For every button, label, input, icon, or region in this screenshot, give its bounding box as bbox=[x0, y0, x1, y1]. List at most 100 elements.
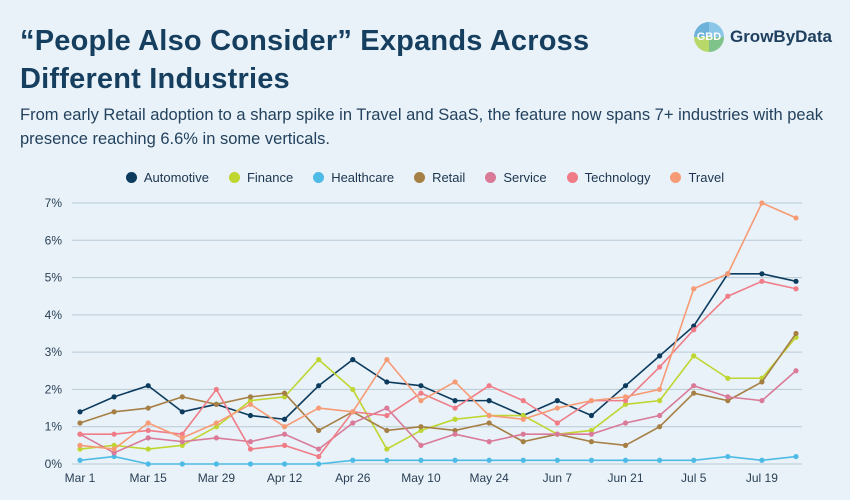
data-point-travel bbox=[281, 424, 288, 430]
data-point-automotive bbox=[759, 271, 765, 277]
data-point-healthcare bbox=[77, 457, 83, 463]
data-point-travel bbox=[213, 420, 219, 426]
data-point-technology bbox=[316, 453, 322, 460]
legend-item-service: Service bbox=[485, 170, 547, 185]
data-point-healthcare bbox=[657, 457, 663, 463]
data-point-travel bbox=[554, 405, 560, 411]
data-point-retail bbox=[793, 330, 799, 337]
data-point-service bbox=[179, 439, 185, 445]
logo-mark-text: GBD bbox=[696, 31, 722, 43]
data-point-finance bbox=[452, 416, 458, 422]
legend-label: Finance bbox=[246, 170, 294, 185]
data-point-travel bbox=[316, 405, 322, 411]
legend-item-retail: Retail bbox=[414, 170, 465, 185]
x-tick-label: May 10 bbox=[401, 471, 441, 485]
data-point-automotive bbox=[247, 412, 254, 419]
data-point-technology bbox=[793, 286, 799, 292]
data-point-service bbox=[759, 398, 765, 404]
series-healthcare bbox=[77, 453, 799, 467]
x-tick-label: Apr 12 bbox=[267, 471, 303, 485]
gridlines bbox=[72, 202, 802, 465]
data-point-travel bbox=[588, 398, 595, 404]
data-point-healthcare bbox=[111, 453, 117, 460]
data-point-technology bbox=[145, 427, 151, 434]
data-point-travel bbox=[725, 271, 731, 277]
data-point-service bbox=[247, 439, 254, 445]
data-point-service bbox=[111, 450, 117, 456]
data-point-finance bbox=[247, 398, 254, 404]
data-point-travel bbox=[418, 398, 424, 404]
data-point-travel bbox=[145, 420, 151, 426]
data-point-healthcare bbox=[418, 457, 424, 463]
x-tick-label: Mar 29 bbox=[198, 471, 236, 485]
data-point-automotive bbox=[486, 398, 492, 404]
brand-logo: GBD GrowByData bbox=[693, 22, 832, 52]
data-point-healthcare bbox=[316, 461, 322, 467]
data-point-service bbox=[657, 412, 663, 419]
series-line-healthcare bbox=[79, 455, 797, 465]
series-line-service bbox=[79, 370, 797, 454]
data-point-automotive bbox=[350, 357, 356, 363]
data-point-travel bbox=[691, 286, 697, 292]
legend-marker-icon bbox=[313, 172, 325, 183]
data-point-travel bbox=[520, 416, 526, 422]
data-point-healthcare bbox=[759, 457, 765, 463]
data-point-automotive bbox=[316, 383, 322, 389]
data-point-finance bbox=[111, 442, 117, 448]
legend-item-automotive: Automotive bbox=[125, 170, 209, 185]
data-point-retail bbox=[520, 439, 526, 445]
data-point-retail bbox=[452, 427, 458, 434]
data-point-technology bbox=[657, 364, 663, 370]
x-tick-label: Jun 21 bbox=[608, 471, 644, 485]
data-point-technology bbox=[691, 327, 697, 333]
data-point-automotive bbox=[657, 353, 663, 359]
series-retail bbox=[77, 330, 799, 448]
data-point-finance bbox=[588, 427, 595, 434]
growbydata-logo-icon: GBD bbox=[693, 22, 724, 52]
data-point-finance bbox=[145, 446, 151, 452]
data-point-finance bbox=[691, 353, 697, 359]
data-point-retail bbox=[145, 405, 151, 411]
data-point-travel bbox=[247, 401, 254, 407]
series-service bbox=[77, 368, 799, 456]
chart-subtitle: From early Retail adoption to a sharp sp… bbox=[20, 106, 823, 148]
data-point-retail bbox=[759, 379, 765, 385]
legend-marker-icon bbox=[670, 172, 682, 183]
data-point-automotive bbox=[145, 383, 151, 389]
data-point-finance bbox=[316, 357, 322, 363]
x-tick-label: Jul 5 bbox=[681, 471, 707, 485]
y-tick-label: 2% bbox=[45, 382, 63, 396]
data-point-healthcare bbox=[520, 457, 526, 463]
x-tick-label: Apr 26 bbox=[335, 471, 371, 485]
data-point-service bbox=[520, 431, 526, 437]
data-point-finance bbox=[384, 446, 390, 452]
data-point-technology bbox=[759, 278, 765, 284]
data-point-healthcare bbox=[247, 461, 254, 467]
data-point-automotive bbox=[793, 278, 799, 284]
data-point-retail bbox=[316, 427, 322, 434]
chart-title: “People Also Consider” Expands Across Di… bbox=[20, 25, 590, 95]
x-axis-ticks: Mar 1 Mar 15 Mar 29 Apr 12 Apr 26 May 10 May 2… bbox=[65, 471, 779, 485]
series-travel bbox=[77, 200, 799, 452]
chart-legend: Automotive Finance Healthcare Retail Service… bbox=[0, 170, 850, 185]
legend-marker-icon bbox=[228, 172, 240, 183]
data-point-finance bbox=[418, 427, 424, 434]
data-point-technology bbox=[384, 412, 390, 419]
data-point-technology bbox=[77, 431, 83, 437]
data-point-service bbox=[384, 405, 390, 411]
legend-label: Automotive bbox=[143, 170, 209, 185]
data-point-finance bbox=[213, 424, 219, 430]
legend-label: Healthcare bbox=[331, 170, 395, 185]
data-point-technology bbox=[247, 446, 254, 452]
data-point-retail bbox=[77, 420, 83, 426]
legend-item-healthcare: Healthcare bbox=[313, 170, 394, 185]
data-point-travel bbox=[793, 215, 799, 221]
data-point-retail bbox=[247, 394, 254, 400]
data-point-finance bbox=[520, 412, 526, 419]
data-point-technology bbox=[554, 420, 560, 426]
x-tick-label: Jul 19 bbox=[746, 471, 778, 485]
data-point-travel bbox=[350, 409, 356, 415]
data-point-service bbox=[350, 420, 356, 426]
x-tick-label: Mar 1 bbox=[65, 471, 96, 485]
